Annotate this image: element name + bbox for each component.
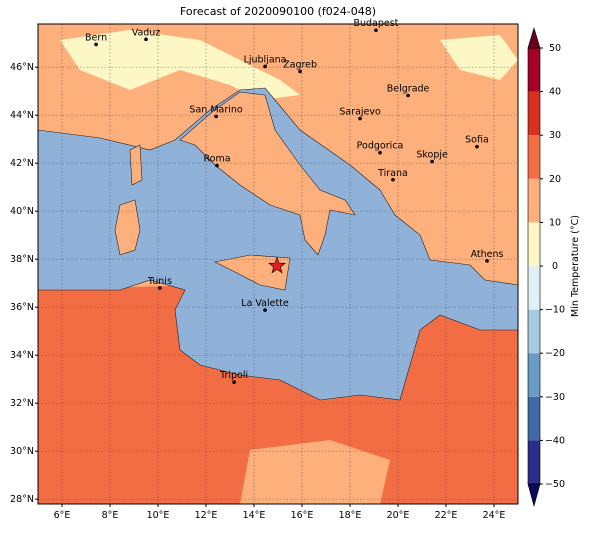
land-warm xyxy=(240,440,390,504)
x-tick-label: 22°E xyxy=(435,510,458,521)
city-dot xyxy=(94,42,98,47)
colorbar-tick-label: 10 xyxy=(549,217,561,228)
city-label: Podgorica xyxy=(357,141,404,152)
city-label: Zagreb xyxy=(283,60,317,71)
colorbar-tick-label: −30 xyxy=(545,392,565,403)
land-cool xyxy=(60,30,300,100)
colorbar-segment xyxy=(528,396,540,441)
city-dot xyxy=(158,286,162,290)
y-tick-label: 28°N xyxy=(10,494,34,505)
colorbar-segment xyxy=(528,91,540,136)
city-label: Tirana xyxy=(377,168,408,179)
x-tick-label: 14°E xyxy=(243,510,266,521)
x-tick-label: 8°E xyxy=(102,510,119,521)
x-tick-label: 16°E xyxy=(291,510,314,521)
colorbar-tick-label: 50 xyxy=(549,43,561,54)
colorbar-label: Min Temperature (°C) xyxy=(570,215,581,317)
italy xyxy=(179,91,356,256)
city-dot xyxy=(144,37,148,42)
y-tick-label: 32°N xyxy=(10,398,34,409)
x-tick-label: 24°E xyxy=(483,510,506,521)
colorbar-tick-label: −10 xyxy=(545,305,565,316)
colorbar-tick-label: −20 xyxy=(545,348,565,359)
colorbar-segment xyxy=(528,440,540,484)
x-tick-label: 12°E xyxy=(195,510,218,521)
colorbar-segment xyxy=(528,48,540,92)
colorbar-segment xyxy=(528,266,540,310)
city-label: Sarajevo xyxy=(339,107,381,118)
y-tick-label: 30°N xyxy=(10,446,34,457)
city-dot xyxy=(391,177,395,182)
sardinia xyxy=(114,199,141,256)
city-label: La Valette xyxy=(241,298,289,309)
city-dot xyxy=(378,150,382,155)
colorbar-segment xyxy=(528,222,540,266)
colorbar-tick-label: 20 xyxy=(549,174,561,185)
city-label: Belgrade xyxy=(387,84,430,95)
y-tick-label: 34°N xyxy=(10,350,34,361)
city-dot xyxy=(214,114,218,119)
city-dot xyxy=(215,163,219,168)
colorbar-tick-label: −50 xyxy=(545,479,565,490)
chart-title: Forecast of 2020090100 (f024-048) xyxy=(180,5,376,18)
colorbar-tick-label: −40 xyxy=(545,435,565,446)
city-dot xyxy=(358,116,362,121)
colorbar-under xyxy=(527,483,541,508)
y-tick-label: 40°N xyxy=(10,206,34,217)
colorbar-tick-label: 40 xyxy=(549,87,561,98)
city-label: Budapest xyxy=(353,18,398,29)
city-dot xyxy=(406,93,410,98)
colorbar-segment xyxy=(528,309,540,354)
grid xyxy=(38,24,518,504)
y-tick-label: 36°N xyxy=(10,302,34,313)
event-marker xyxy=(268,256,286,274)
colorbar-segment xyxy=(528,353,540,397)
x-tick-label: 20°E xyxy=(387,510,410,521)
map-frame xyxy=(37,23,519,505)
city-label: Vaduz xyxy=(132,27,161,38)
city-label: Ljubljana xyxy=(244,54,287,65)
city-label: Bern xyxy=(85,32,107,43)
city-dot xyxy=(485,259,489,263)
city-label: Athens xyxy=(471,249,504,260)
colorbar-segment xyxy=(528,178,540,223)
x-tick-label: 6°E xyxy=(54,510,71,521)
city-dot xyxy=(374,28,378,33)
land-cool xyxy=(440,35,518,80)
city-dot xyxy=(430,159,434,164)
city-label: Tripoli xyxy=(219,370,248,381)
y-tick-label: 44°N xyxy=(10,110,34,121)
city-dot xyxy=(232,380,236,384)
city-dot xyxy=(298,69,302,74)
y-tick-label: 42°N xyxy=(10,158,34,169)
city-dot xyxy=(475,144,479,149)
x-tick-label: 18°E xyxy=(339,510,362,521)
city-label: Tunis xyxy=(147,276,172,287)
colorbar-tick-label: 30 xyxy=(549,130,561,141)
city-label: Sofia xyxy=(465,135,489,146)
x-tick-label: 10°E xyxy=(147,510,170,521)
y-tick-label: 46°N xyxy=(10,62,34,73)
corsica xyxy=(129,144,143,186)
city-label: San Marino xyxy=(189,104,242,115)
y-tick-label: 38°N xyxy=(10,254,34,265)
city-label: Skopje xyxy=(416,150,448,161)
colorbar-over xyxy=(527,26,541,49)
colorbar-segment xyxy=(528,135,540,179)
city-label: Roma xyxy=(204,154,231,165)
city-dot xyxy=(263,308,267,312)
city-dot xyxy=(263,64,267,69)
colorbar-tick-label: 0 xyxy=(552,261,558,272)
